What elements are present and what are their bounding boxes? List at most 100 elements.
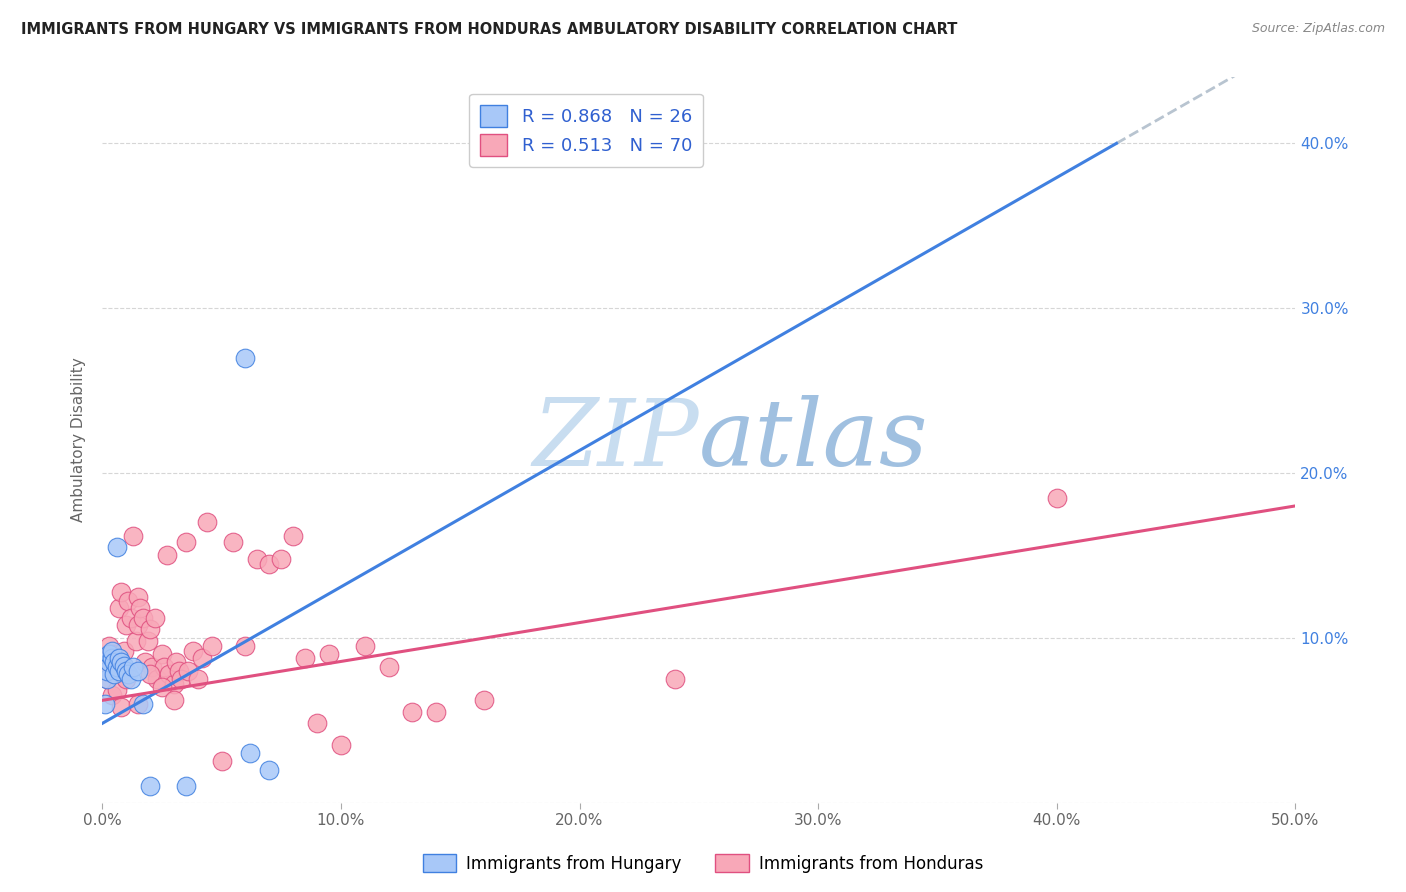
Point	[318, 647, 340, 661]
Point	[329, 738, 352, 752]
Text: IMMIGRANTS FROM HUNGARY VS IMMIGRANTS FROM HONDURAS AMBULATORY DISABILITY CORREL: IMMIGRANTS FROM HUNGARY VS IMMIGRANTS FR…	[21, 22, 957, 37]
Point	[401, 705, 423, 719]
Point	[156, 549, 179, 563]
Point	[110, 584, 132, 599]
Point	[167, 664, 190, 678]
Point	[146, 672, 169, 686]
Point	[132, 697, 155, 711]
Point	[108, 664, 131, 678]
Point	[377, 660, 399, 674]
Point	[100, 650, 122, 665]
Point	[211, 755, 233, 769]
Text: ZIP: ZIP	[533, 395, 699, 485]
Point	[664, 672, 686, 686]
Point	[201, 639, 224, 653]
Text: atlas: atlas	[699, 395, 928, 485]
Point	[122, 528, 145, 542]
Point	[115, 672, 138, 686]
Point	[105, 660, 128, 674]
Point	[139, 667, 162, 681]
Point	[127, 697, 149, 711]
Point	[165, 656, 187, 670]
Point	[108, 601, 131, 615]
Point	[120, 672, 142, 686]
Point	[177, 664, 200, 678]
Point	[305, 716, 328, 731]
Point	[235, 351, 257, 365]
Point	[100, 660, 122, 674]
Point	[281, 528, 304, 542]
Point	[93, 664, 115, 678]
Point	[96, 664, 118, 678]
Point	[103, 656, 125, 670]
Point	[136, 634, 159, 648]
Point	[98, 647, 121, 661]
Point	[259, 557, 281, 571]
Point	[108, 650, 131, 665]
Point	[100, 644, 122, 658]
Point	[163, 677, 186, 691]
Point	[105, 540, 128, 554]
Point	[103, 656, 125, 670]
Text: Source: ZipAtlas.com: Source: ZipAtlas.com	[1251, 22, 1385, 36]
Y-axis label: Ambulatory Disability: Ambulatory Disability	[72, 358, 86, 523]
Point	[294, 650, 316, 665]
Point	[187, 672, 209, 686]
Point	[134, 656, 156, 670]
Point	[100, 689, 122, 703]
Point	[141, 660, 163, 674]
Point	[170, 672, 193, 686]
Point	[353, 639, 375, 653]
Point	[129, 601, 152, 615]
Point	[127, 590, 149, 604]
Point	[105, 660, 128, 674]
Point	[181, 644, 204, 658]
Point	[105, 683, 128, 698]
Point	[96, 660, 118, 674]
Point	[117, 667, 139, 681]
Point	[150, 647, 173, 661]
Point	[259, 763, 281, 777]
Point	[270, 551, 292, 566]
Point	[174, 535, 197, 549]
Point	[153, 660, 176, 674]
Point	[96, 672, 118, 686]
Point	[98, 639, 121, 653]
Point	[174, 779, 197, 793]
Point	[112, 644, 135, 658]
Point	[103, 667, 125, 681]
Point	[143, 611, 166, 625]
Legend: Immigrants from Hungary, Immigrants from Honduras: Immigrants from Hungary, Immigrants from…	[416, 847, 990, 880]
Point	[112, 658, 135, 673]
Point	[157, 667, 180, 681]
Point	[239, 746, 262, 760]
Point	[1046, 491, 1069, 505]
Point	[124, 634, 146, 648]
Point	[120, 611, 142, 625]
Point	[110, 700, 132, 714]
Point	[472, 693, 495, 707]
Point	[163, 693, 186, 707]
Point	[127, 664, 149, 678]
Point	[117, 594, 139, 608]
Point	[93, 697, 115, 711]
Point	[139, 779, 162, 793]
Point	[98, 656, 121, 670]
Point	[115, 617, 138, 632]
Point	[115, 664, 138, 678]
Point	[122, 660, 145, 674]
Point	[110, 656, 132, 670]
Legend: R = 0.868   N = 26, R = 0.513   N = 70: R = 0.868 N = 26, R = 0.513 N = 70	[470, 94, 703, 167]
Point	[127, 617, 149, 632]
Point	[105, 650, 128, 665]
Point	[222, 535, 245, 549]
Point	[246, 551, 269, 566]
Point	[425, 705, 447, 719]
Point	[150, 680, 173, 694]
Point	[139, 623, 162, 637]
Point	[191, 650, 214, 665]
Point	[96, 672, 118, 686]
Point	[100, 647, 122, 661]
Point	[235, 639, 257, 653]
Point	[195, 516, 218, 530]
